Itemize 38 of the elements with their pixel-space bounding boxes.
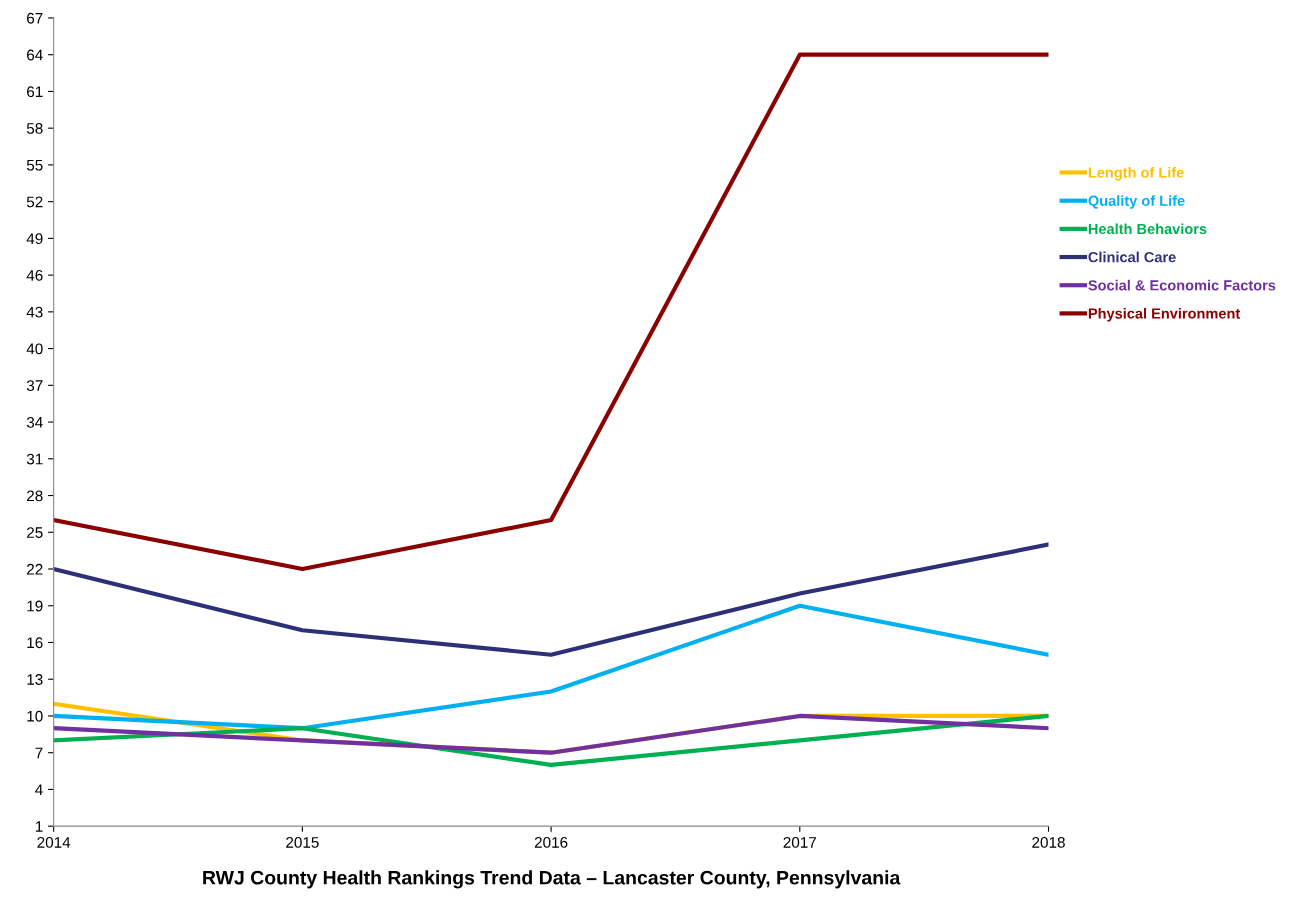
line-series: [53, 603, 1049, 731]
x-tick-label: 2016: [534, 836, 568, 848]
legend-label: Physical Environment: [1088, 307, 1241, 322]
x-tick-label: 2014: [37, 836, 71, 848]
x-tick-label: 2015: [286, 836, 319, 848]
y-tick-label: 55: [26, 159, 43, 171]
y-tick-label: 46: [26, 269, 43, 281]
legend-label: Length of Life: [1088, 166, 1184, 181]
y-tick-label: 64: [27, 49, 43, 61]
y-tick-label: 1: [35, 821, 43, 832]
y-tick-label: 28: [27, 490, 43, 502]
y-tick-label: 13: [27, 674, 43, 685]
legend-label: Clinical Care: [1088, 251, 1176, 263]
line-series: [53, 542, 1049, 657]
x-tick-label: 2017: [783, 836, 817, 848]
legend-label: Health Behaviors: [1088, 223, 1207, 235]
legend-label: Quality of Life: [1088, 195, 1185, 209]
y-tick-label: 40: [26, 343, 43, 355]
y-tick-label: 34: [26, 416, 43, 428]
y-tick-label: 43: [26, 306, 43, 318]
y-tick-label: 58: [26, 123, 43, 134]
line-series: [53, 713, 1049, 755]
legend-label: Social & Economic Factors: [1088, 279, 1276, 291]
y-tick-label: 37: [26, 380, 43, 392]
y-tick-label: 67: [27, 12, 43, 24]
y-tick-label: 49: [26, 233, 43, 245]
x-tick-label: 2018: [1032, 836, 1065, 848]
y-tick-label: 31: [26, 453, 43, 465]
y-tick-label: 52: [26, 196, 43, 208]
y-tick-label: 10: [27, 710, 43, 722]
y-tick-label: 7: [35, 747, 43, 759]
y-tick-label: 19: [27, 600, 43, 612]
x-axis-title: RWJ County Health Rankings Trend Data – Lancaster County, Pennsylvania: [203, 870, 901, 889]
y-tick-label: 61: [27, 86, 43, 98]
y-tick-label: 22: [27, 563, 43, 575]
y-tick-label: 16: [27, 637, 43, 649]
y-tick-label: 25: [27, 527, 43, 538]
y-tick-label: 4: [35, 784, 43, 795]
